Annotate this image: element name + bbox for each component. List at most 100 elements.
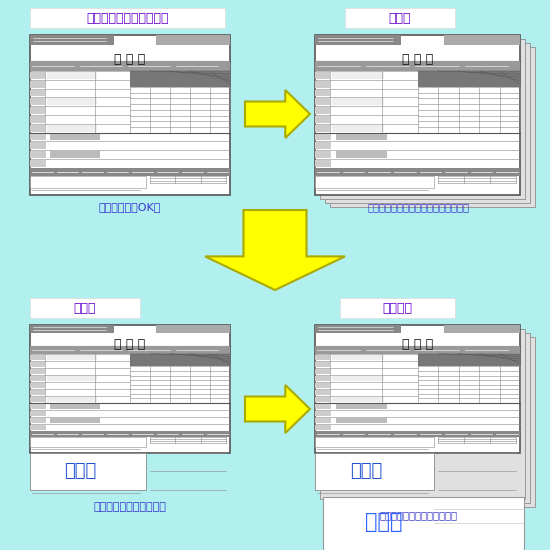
Text: なまえ: なまえ — [64, 462, 96, 480]
Text: 申 込 書: 申 込 書 — [402, 338, 433, 351]
FancyBboxPatch shape — [315, 325, 520, 453]
FancyBboxPatch shape — [30, 368, 45, 374]
Text: 必要に応じてホッチキス等で止める。: 必要に応じてホッチキス等で止める。 — [367, 202, 469, 212]
FancyBboxPatch shape — [315, 368, 331, 374]
FancyBboxPatch shape — [47, 125, 97, 131]
FancyBboxPatch shape — [30, 453, 146, 490]
FancyBboxPatch shape — [315, 411, 332, 416]
FancyBboxPatch shape — [315, 390, 331, 395]
Text: なまえ: なまえ — [350, 462, 382, 480]
FancyBboxPatch shape — [332, 125, 384, 131]
FancyBboxPatch shape — [47, 355, 97, 360]
FancyBboxPatch shape — [30, 35, 230, 195]
FancyBboxPatch shape — [47, 397, 97, 402]
FancyBboxPatch shape — [30, 8, 225, 28]
FancyBboxPatch shape — [30, 325, 114, 333]
FancyBboxPatch shape — [315, 376, 331, 381]
FancyBboxPatch shape — [315, 346, 520, 354]
FancyBboxPatch shape — [47, 98, 97, 105]
FancyBboxPatch shape — [444, 325, 520, 333]
FancyBboxPatch shape — [417, 354, 520, 366]
FancyBboxPatch shape — [315, 355, 331, 360]
FancyBboxPatch shape — [30, 125, 45, 131]
FancyBboxPatch shape — [315, 418, 332, 423]
FancyBboxPatch shape — [323, 497, 524, 550]
FancyBboxPatch shape — [156, 325, 230, 333]
FancyBboxPatch shape — [30, 390, 45, 395]
FancyBboxPatch shape — [50, 134, 100, 140]
FancyBboxPatch shape — [30, 151, 46, 158]
Text: 重ねる: 重ねる — [389, 12, 411, 25]
FancyBboxPatch shape — [30, 107, 45, 114]
FancyBboxPatch shape — [315, 160, 332, 167]
FancyBboxPatch shape — [30, 81, 45, 87]
Text: なまえ: なまえ — [365, 512, 402, 532]
FancyBboxPatch shape — [320, 39, 525, 199]
FancyBboxPatch shape — [30, 35, 114, 46]
FancyBboxPatch shape — [30, 160, 46, 167]
FancyBboxPatch shape — [315, 437, 434, 447]
FancyBboxPatch shape — [47, 376, 97, 381]
FancyBboxPatch shape — [30, 362, 45, 367]
FancyBboxPatch shape — [325, 333, 530, 503]
FancyBboxPatch shape — [130, 71, 230, 87]
FancyBboxPatch shape — [30, 168, 230, 176]
FancyBboxPatch shape — [315, 176, 434, 188]
FancyBboxPatch shape — [315, 35, 520, 195]
FancyBboxPatch shape — [332, 98, 384, 105]
FancyBboxPatch shape — [340, 298, 455, 318]
FancyBboxPatch shape — [315, 35, 401, 46]
FancyBboxPatch shape — [315, 431, 520, 437]
FancyBboxPatch shape — [50, 418, 100, 423]
Polygon shape — [245, 90, 310, 138]
FancyBboxPatch shape — [315, 151, 332, 158]
FancyBboxPatch shape — [315, 383, 331, 388]
FancyBboxPatch shape — [315, 404, 332, 409]
FancyBboxPatch shape — [315, 142, 332, 149]
FancyBboxPatch shape — [30, 431, 230, 437]
Text: ボールペンで書きます。: ボールペンで書きます。 — [94, 502, 167, 512]
FancyBboxPatch shape — [315, 62, 520, 71]
FancyBboxPatch shape — [30, 425, 46, 430]
FancyBboxPatch shape — [315, 81, 331, 87]
FancyBboxPatch shape — [315, 362, 331, 367]
FancyBboxPatch shape — [30, 418, 46, 423]
FancyBboxPatch shape — [325, 43, 530, 203]
Polygon shape — [205, 210, 345, 290]
Text: 申 込 書: 申 込 書 — [114, 53, 146, 67]
FancyBboxPatch shape — [30, 397, 45, 402]
FancyBboxPatch shape — [30, 376, 45, 381]
FancyBboxPatch shape — [315, 72, 331, 79]
Text: コピー機でもOK！: コピー機でもOK！ — [99, 202, 161, 212]
FancyBboxPatch shape — [330, 337, 535, 507]
FancyBboxPatch shape — [332, 355, 384, 360]
Polygon shape — [245, 385, 310, 433]
FancyBboxPatch shape — [30, 325, 230, 453]
FancyBboxPatch shape — [444, 35, 520, 46]
FancyBboxPatch shape — [332, 397, 384, 402]
Text: 一枚ずつ書式をプリント: 一枚ずつ書式をプリント — [86, 12, 169, 25]
FancyBboxPatch shape — [315, 90, 331, 96]
FancyBboxPatch shape — [336, 418, 387, 423]
FancyBboxPatch shape — [30, 134, 46, 140]
FancyBboxPatch shape — [315, 453, 434, 490]
FancyBboxPatch shape — [156, 35, 230, 46]
FancyBboxPatch shape — [30, 355, 45, 360]
Text: 手書き: 手書き — [74, 301, 96, 315]
Text: 下に複写: 下に複写 — [382, 301, 412, 315]
Text: 申 込 書: 申 込 書 — [114, 338, 146, 351]
FancyBboxPatch shape — [30, 437, 146, 447]
Text: 書いた文字が下に写ります。: 書いた文字が下に写ります。 — [379, 510, 457, 520]
FancyBboxPatch shape — [30, 98, 45, 105]
FancyBboxPatch shape — [345, 8, 455, 28]
FancyBboxPatch shape — [315, 397, 331, 402]
FancyBboxPatch shape — [315, 168, 520, 176]
FancyBboxPatch shape — [332, 376, 384, 381]
FancyBboxPatch shape — [330, 47, 535, 207]
FancyBboxPatch shape — [30, 62, 230, 71]
FancyBboxPatch shape — [30, 411, 46, 416]
FancyBboxPatch shape — [336, 151, 387, 158]
FancyBboxPatch shape — [47, 72, 97, 79]
FancyBboxPatch shape — [30, 90, 45, 96]
FancyBboxPatch shape — [130, 354, 230, 366]
